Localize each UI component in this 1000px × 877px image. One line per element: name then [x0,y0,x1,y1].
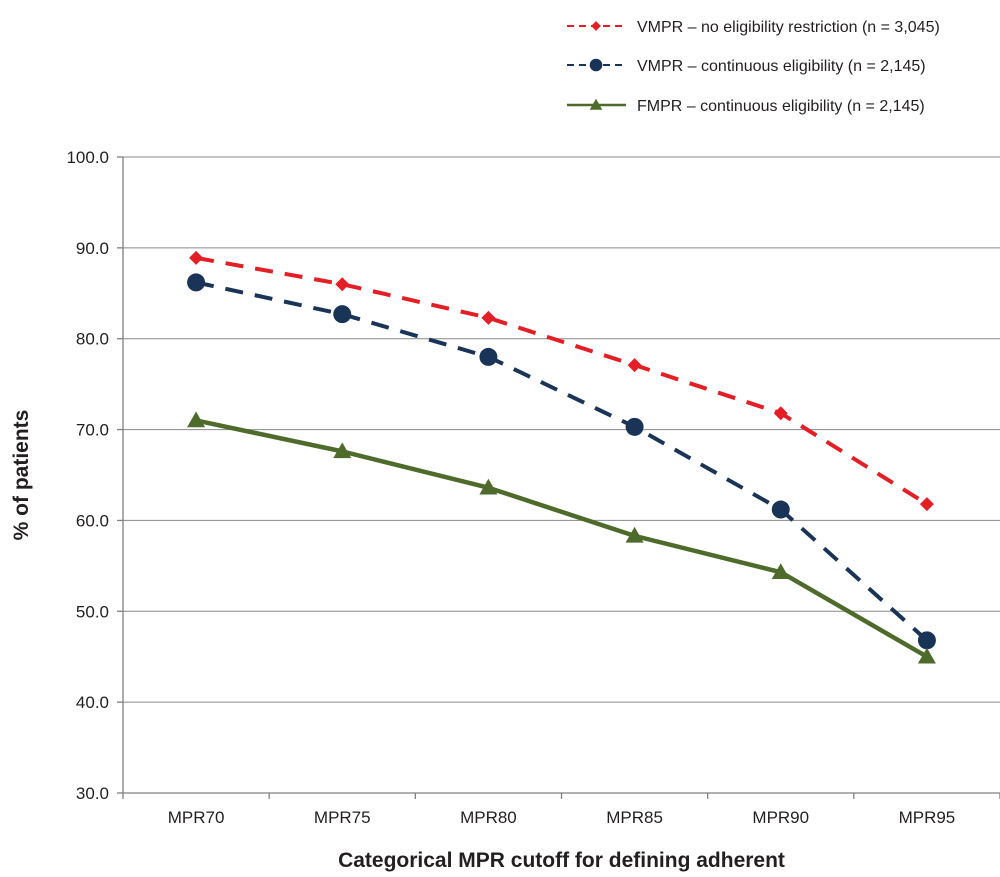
series-line [195,255,928,506]
data-point [917,647,936,664]
y-tick-labels: 30.0 40.0 50.0 60.0 70.0 80.0 90.0 100.0 [66,148,123,803]
y-axis-title: % of patients [10,410,33,541]
gridlines [123,156,1000,703]
x-tick-labels: MPR70 MPR75 MPR80 MPR85 MPR90 MPR95 [122,793,1000,827]
data-point [627,358,642,373]
axes [122,157,1000,794]
y-tick-label: 40.0 [76,693,109,712]
data-point [919,497,934,512]
y-tick-label: 50.0 [76,602,109,621]
legend-label: VMPR – continuous eligibility (n = 2,145… [637,58,926,75]
legend-marker [589,98,603,110]
data-point [771,500,790,519]
series-line [195,280,929,642]
data-point [625,526,644,543]
x-tick-label: MPR95 [899,808,956,827]
legend-label: VMPR – no eligibility restriction (n = 3… [637,19,940,36]
y-tick-label: 30.0 [76,784,109,803]
data-point [479,478,498,495]
data-point [187,273,206,292]
series-line [195,418,929,659]
legend-item: VMPR – no eligibility restriction (n = 3… [567,19,940,36]
x-tick-label: MPR90 [752,808,809,827]
legend-marker [589,58,603,72]
data-point [333,442,352,459]
data-point [187,411,206,428]
legend-label: FMPR – continuous eligibility (n = 2,145… [637,98,925,115]
legend-item: VMPR – continuous eligibility (n = 2,145… [567,58,926,75]
series-1 [189,250,934,512]
series-lines [187,250,936,664]
x-tick-label: MPR75 [314,808,371,827]
series-3 [187,411,936,664]
y-tick-label: 90.0 [76,239,109,258]
x-axis-title: Categorical MPR cutoff for defining adhe… [338,849,785,872]
data-point [771,563,790,579]
data-point [917,631,936,650]
data-point [479,347,498,366]
data-point [333,305,352,324]
series-2 [187,273,936,650]
legend-marker [591,21,601,31]
data-point [189,250,204,265]
x-tick-label: MPR85 [606,808,663,827]
data-point [481,310,496,325]
data-point [335,277,350,292]
y-tick-label: 70.0 [76,421,109,440]
x-tick-label: MPR70 [168,808,225,827]
legend-item: FMPR – continuous eligibility (n = 2,145… [567,98,925,115]
data-point [625,417,644,436]
x-tick-label: MPR80 [460,808,517,827]
y-tick-label: 80.0 [76,330,109,349]
legend: VMPR – no eligibility restriction (n = 3… [567,19,940,115]
data-point [773,406,788,421]
y-tick-label: 60.0 [76,511,109,530]
y-tick-label: 100.0 [66,148,109,167]
